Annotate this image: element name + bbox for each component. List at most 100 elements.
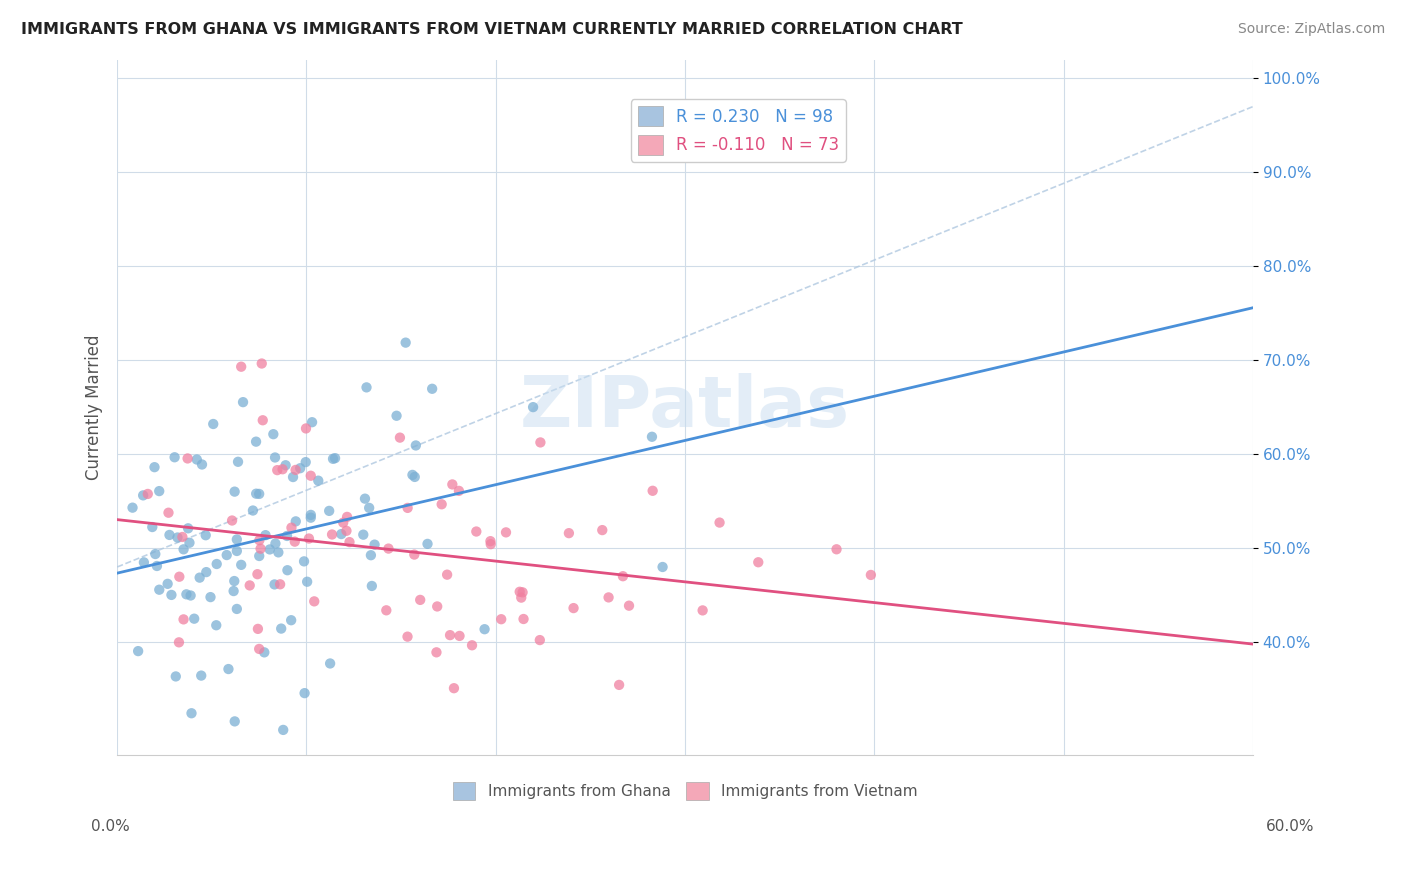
Text: IMMIGRANTS FROM GHANA VS IMMIGRANTS FROM VIETNAM CURRENTLY MARRIED CORRELATION C: IMMIGRANTS FROM GHANA VS IMMIGRANTS FROM… (21, 22, 963, 37)
Point (363, 538, 385, 552)
Point (298, 532, 321, 546)
Point (336, 509, 359, 524)
Point (247, 642, 270, 657)
Point (127, 644, 149, 658)
Point (143, 547, 166, 561)
Point (299, 468, 322, 483)
Point (420, 382, 443, 396)
Point (409, 593, 432, 607)
Point (167, 635, 190, 649)
Point (163, 450, 186, 465)
Text: 0.0%: 0.0% (91, 820, 131, 834)
Point (157, 506, 180, 520)
Point (425, 645, 447, 659)
Point (430, 497, 453, 511)
Point (354, 491, 377, 506)
Point (512, 612, 534, 626)
Point (495, 525, 517, 540)
Point (276, 529, 298, 543)
Point (259, 542, 281, 557)
Point (132, 488, 155, 502)
Point (242, 503, 264, 517)
Point (271, 462, 294, 476)
Point (562, 601, 585, 615)
Point (284, 463, 307, 477)
Point (224, 714, 246, 729)
Point (284, 514, 307, 528)
Point (404, 548, 426, 562)
Point (224, 484, 246, 499)
Point (169, 570, 191, 584)
Point (299, 510, 322, 524)
Point (146, 559, 169, 574)
Point (176, 587, 198, 601)
Point (401, 467, 423, 482)
Point (510, 591, 533, 605)
Point (356, 380, 378, 394)
Point (375, 603, 398, 617)
Point (160, 588, 183, 602)
Point (396, 630, 419, 644)
Point (159, 528, 181, 542)
Point (295, 574, 318, 589)
Point (264, 450, 287, 465)
Point (612, 569, 634, 583)
Point (489, 612, 512, 626)
Point (221, 514, 243, 528)
Point (529, 633, 551, 648)
Point (426, 599, 449, 614)
Point (288, 461, 311, 475)
Point (509, 584, 531, 599)
Point (222, 584, 245, 599)
Point (262, 427, 284, 442)
Point (276, 563, 298, 577)
Point (294, 686, 316, 700)
Point (165, 669, 187, 683)
Text: Source: ZipAtlas.com: Source: ZipAtlas.com (1237, 22, 1385, 37)
Point (404, 470, 426, 484)
Point (194, 528, 217, 542)
Point (302, 594, 325, 608)
Point (591, 523, 613, 537)
Point (176, 451, 198, 466)
Point (247, 549, 270, 563)
Point (709, 516, 731, 530)
Point (205, 618, 228, 632)
Point (307, 474, 329, 488)
Point (295, 421, 318, 435)
Point (186, 452, 208, 467)
Point (825, 542, 848, 557)
Point (253, 645, 276, 659)
Point (388, 431, 411, 445)
Point (416, 537, 439, 551)
Point (202, 417, 225, 431)
Point (405, 438, 427, 452)
Point (224, 574, 246, 588)
Point (280, 613, 302, 627)
Point (252, 413, 274, 427)
Point (180, 706, 202, 721)
Point (266, 463, 288, 477)
Point (299, 508, 322, 522)
Point (385, 409, 408, 423)
Point (245, 486, 267, 500)
Point (651, 560, 673, 574)
Point (226, 455, 249, 469)
Text: 60.0%: 60.0% (1267, 820, 1315, 834)
Point (474, 622, 496, 636)
Point (195, 565, 218, 579)
Point (250, 357, 273, 371)
Point (246, 622, 269, 636)
Point (529, 435, 551, 450)
Legend: Immigrants from Ghana, Immigrants from Vietnam: Immigrants from Ghana, Immigrants from V… (447, 775, 924, 806)
Point (177, 521, 200, 535)
Point (641, 430, 664, 444)
Point (598, 591, 620, 605)
Point (859, 568, 882, 582)
Point (180, 589, 202, 603)
Point (479, 534, 502, 549)
Point (183, 612, 205, 626)
Point (439, 628, 461, 642)
Point (332, 516, 354, 530)
Point (191, 458, 214, 472)
